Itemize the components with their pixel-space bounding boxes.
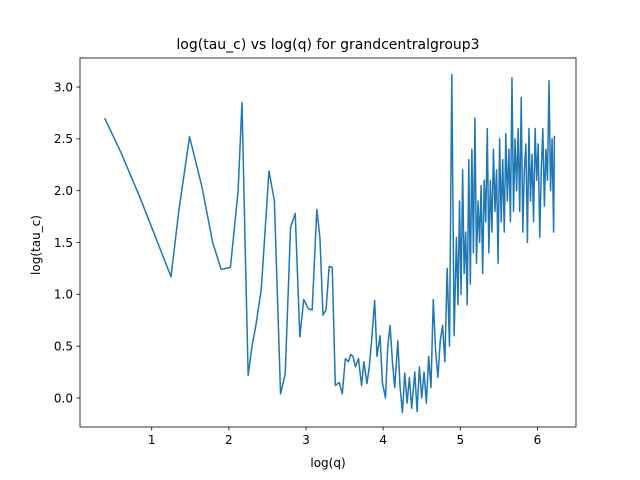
x-tick-label: 1 <box>148 433 156 447</box>
y-tick-label: 0.0 <box>54 391 73 405</box>
x-tick-label: 6 <box>534 433 542 447</box>
y-axis-label: log(tau_c) <box>29 215 43 275</box>
x-tick-label: 3 <box>302 433 310 447</box>
x-axis-label: log(q) <box>310 456 345 470</box>
x-tick-label: 4 <box>379 433 387 447</box>
x-tick-label: 5 <box>456 433 464 447</box>
y-tick-label: 2.5 <box>54 132 73 146</box>
y-tick-label: 1.5 <box>54 236 73 250</box>
chart-title: log(tau_c) vs log(q) for grandcentralgro… <box>176 37 479 53</box>
y-tick-label: 2.0 <box>54 184 73 198</box>
x-tick-label: 2 <box>225 433 233 447</box>
y-tick-label: 3.0 <box>54 80 73 94</box>
y-tick-label: 1.0 <box>54 288 73 302</box>
y-tick-label: 0.5 <box>54 339 73 353</box>
